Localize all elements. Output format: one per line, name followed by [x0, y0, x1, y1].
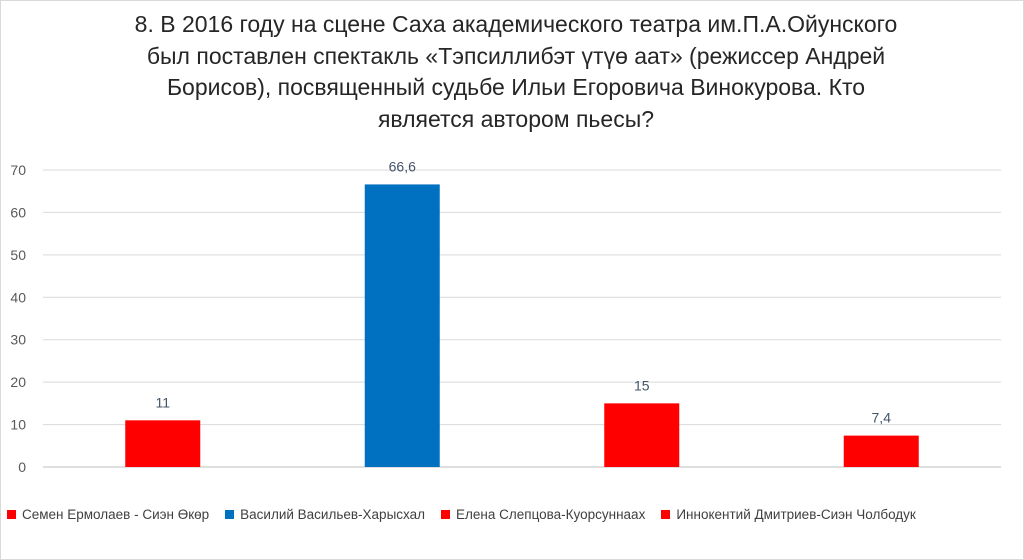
legend-swatch — [661, 509, 671, 519]
legend: Семен Ермолаев - Сиэн Өкөр Василий Василь… — [7, 504, 1023, 524]
bar — [604, 403, 680, 467]
chart-title-line-2: был поставлен спектакль «Тэпсиллибэт үтү… — [146, 42, 886, 69]
legend-item: Елена Слепцова-Куорсуннаах — [441, 507, 645, 522]
y-tick-label: 70 — [10, 162, 26, 178]
legend-label: Иннокентий Дмитриев-Сиэн Чолбодук — [676, 506, 916, 522]
y-tick-label: 40 — [10, 289, 26, 305]
legend-item: Иннокентий Дмитриев-Сиэн Чолбодук — [661, 506, 916, 522]
bar-chart: 0 10 20 30 40 50 60 70 11 66,6 15 7,4 — [10, 158, 1001, 475]
chart-title-line-3: Борисов), посвященный судьбе Ильи Егоров… — [166, 74, 866, 100]
chart-title-line-4: является автором пьесы? — [377, 105, 655, 132]
legend-item: Семен Ермолаев - Сиэн Өкөр — [7, 507, 209, 522]
bar — [843, 435, 919, 467]
legend-label: Семен Ермолаев - Сиэн Өкөр — [22, 506, 210, 522]
chart-title-line-1: 8. В 2016 году на сцене Саха академическ… — [134, 11, 898, 37]
y-tick-label: 50 — [10, 247, 26, 263]
legend-item: Василий Васильев-Харысхал — [225, 507, 425, 522]
legend-swatch — [441, 509, 451, 519]
legend-swatch — [7, 509, 16, 519]
data-label: 66,6 — [389, 158, 416, 174]
y-tick-label: 60 — [10, 204, 26, 220]
y-tick-label: 0 — [18, 459, 26, 475]
y-tick-label: 10 — [10, 417, 26, 433]
legend-label: Елена Слепцова-Куорсуннаах — [456, 506, 646, 522]
legend-label: Василий Васильев-Харысхал — [240, 506, 426, 522]
y-tick-label: 30 — [10, 332, 26, 348]
bar — [364, 184, 440, 467]
bar — [125, 420, 201, 467]
chart-title: 8. В 2016 году на сцене Саха академическ… — [71, 9, 961, 135]
data-label: 11 — [155, 394, 170, 410]
y-tick-label: 20 — [10, 374, 26, 390]
data-label: 7,4 — [872, 410, 892, 426]
data-label: 15 — [634, 377, 650, 393]
legend-swatch — [225, 509, 235, 519]
